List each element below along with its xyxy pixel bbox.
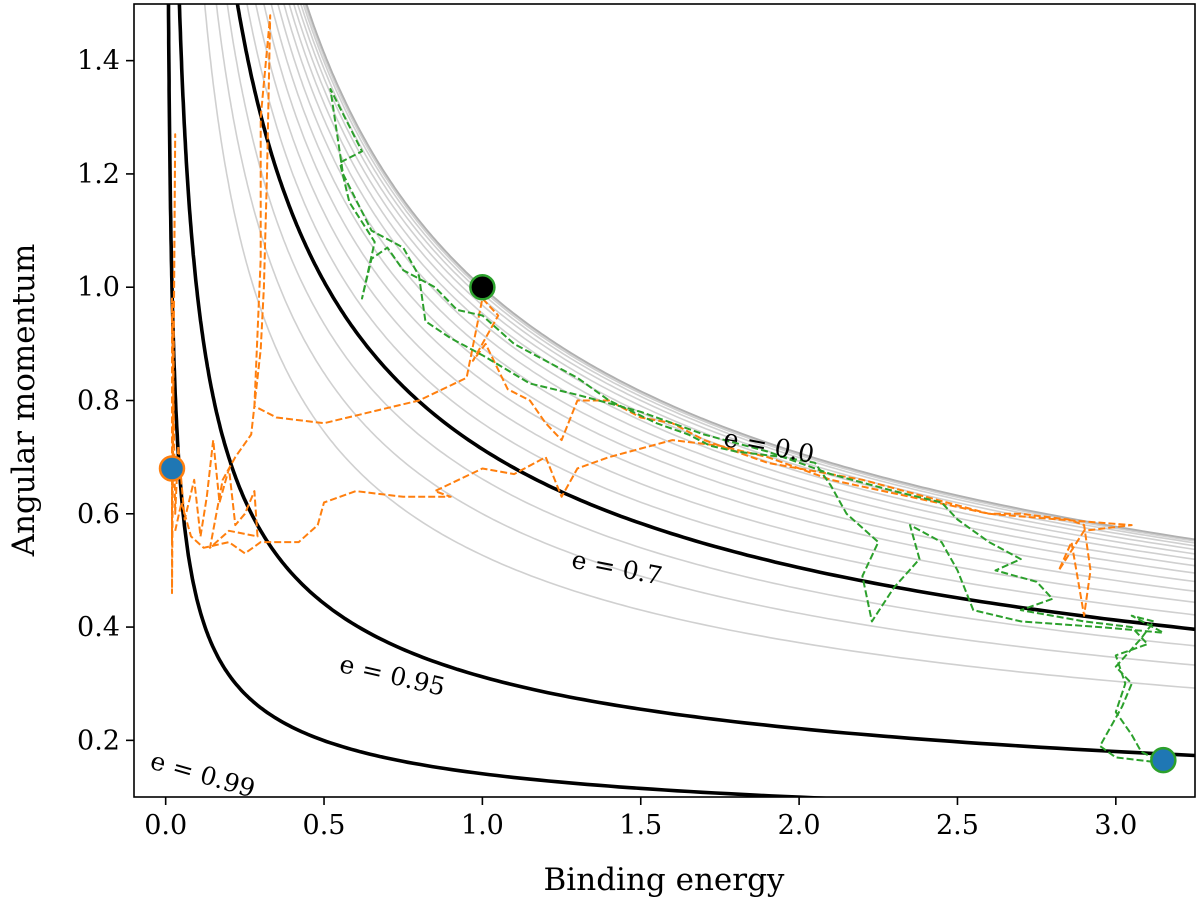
x-axis-label: Binding energy	[544, 862, 785, 898]
marker-0	[469, 273, 496, 301]
grey-curve-7	[283, 4, 1195, 567]
grey-curve-6	[288, 4, 1195, 561]
eccentricity-curve-1	[235, 4, 1195, 632]
y-axis-ticks: 0.2 0.4 0.6 0.8 1.0 1.2 1.4	[77, 46, 134, 756]
x-axis-ticks: 0.0 0.5 1.0 1.5 2.0 2.5 3.0	[144, 797, 1137, 841]
y-tick-label-3: 0.8	[77, 386, 120, 417]
x-tick-label-5: 2.5	[936, 810, 979, 841]
grey-curve-13	[226, 4, 1195, 647]
grey-curve-4	[296, 4, 1195, 551]
grey-curve-10	[263, 4, 1195, 592]
eccentricity-curve-3	[166, 4, 838, 797]
y-tick-label-2: 0.6	[77, 499, 120, 530]
x-tick-label-0: 0.0	[144, 810, 187, 841]
grey-curve-5	[292, 4, 1195, 555]
y-tick-label-6: 1.4	[77, 46, 120, 77]
x-tick-label-4: 2.0	[778, 810, 821, 841]
eccentricity-curve-2	[177, 4, 1195, 758]
x-tick-label-1: 0.5	[303, 810, 346, 841]
y-axis-label: Angular momentum	[6, 244, 42, 558]
trajectory-green	[329, 88, 1165, 764]
y-tick-label-4: 1.0	[77, 272, 120, 303]
marker-1	[158, 455, 186, 482]
grey-curve-8	[277, 4, 1195, 574]
grey-curve-12	[246, 4, 1195, 616]
x-tick-label-3: 1.5	[619, 810, 662, 841]
marker-2	[1150, 746, 1177, 774]
y-tick-label-1: 0.4	[77, 612, 120, 643]
x-tick-label-2: 1.0	[461, 810, 504, 841]
grey-curve-15	[203, 4, 1195, 689]
grey-curve-9	[270, 4, 1195, 583]
markers	[158, 273, 1177, 774]
y-tick-label-5: 1.2	[77, 159, 120, 190]
y-tick-label-0: 0.2	[77, 725, 120, 756]
trajectories	[171, 14, 1165, 764]
x-tick-label-6: 3.0	[1094, 810, 1137, 841]
grey-curve-11	[254, 4, 1195, 604]
